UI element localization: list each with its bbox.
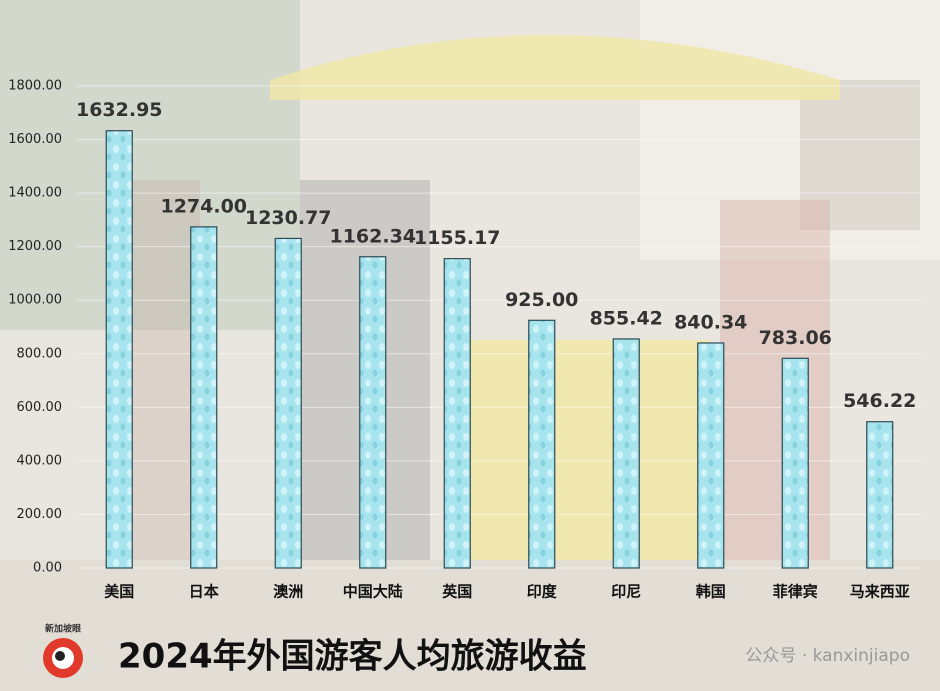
y-tick-label: 1400.00 (8, 186, 62, 201)
y-tick-label: 600.00 (17, 400, 63, 415)
y-tick-label: 0.00 (33, 561, 62, 576)
x-tick-label: 日本 (189, 583, 219, 601)
value-label: 1632.95 (76, 99, 163, 121)
x-tick-label: 韩国 (696, 583, 726, 601)
bar (105, 130, 133, 569)
value-label: 1155.17 (414, 227, 501, 249)
x-tick-label: 英国 (442, 583, 472, 601)
y-tick-label: 200.00 (17, 507, 63, 522)
y-tick-label: 400.00 (17, 453, 63, 468)
y-tick-label: 800.00 (17, 346, 63, 361)
bar (781, 357, 809, 569)
y-tick-label: 1800.00 (8, 79, 62, 94)
bar (359, 256, 387, 569)
y-tick-label: 1200.00 (8, 239, 62, 254)
bar (866, 421, 894, 569)
x-tick-label: 菲律宾 (773, 583, 818, 601)
value-label: 855.42 (590, 307, 663, 329)
x-tick-label: 中国大陆 (343, 583, 403, 601)
x-tick-label: 印尼 (611, 583, 641, 601)
logo: 新加坡眼 (43, 623, 83, 678)
x-tick-label: 美国 (104, 583, 134, 601)
value-label: 1274.00 (160, 195, 247, 217)
bar (274, 237, 302, 569)
logo-text: 新加坡眼 (45, 623, 81, 635)
value-label: 546.22 (843, 390, 916, 412)
bar (612, 338, 640, 569)
value-label: 783.06 (759, 327, 832, 349)
value-label: 1230.77 (245, 207, 332, 229)
bar (697, 342, 725, 569)
x-tick-label: 马来西亚 (850, 583, 910, 601)
x-tick-label: 澳洲 (273, 583, 303, 601)
bar (528, 319, 556, 569)
x-tick-label: 印度 (527, 583, 558, 601)
bar (190, 226, 218, 569)
bar (443, 258, 471, 569)
watermark: 公众号 · kanxinjiapo (745, 646, 910, 666)
value-label: 925.00 (505, 289, 578, 311)
y-tick-label: 1600.00 (8, 132, 62, 147)
y-tick-label: 1000.00 (8, 293, 62, 308)
value-label: 1162.34 (329, 225, 416, 247)
chart-title: 2024年外国游客人均旅游收益 (118, 637, 587, 677)
value-label: 840.34 (674, 311, 747, 333)
